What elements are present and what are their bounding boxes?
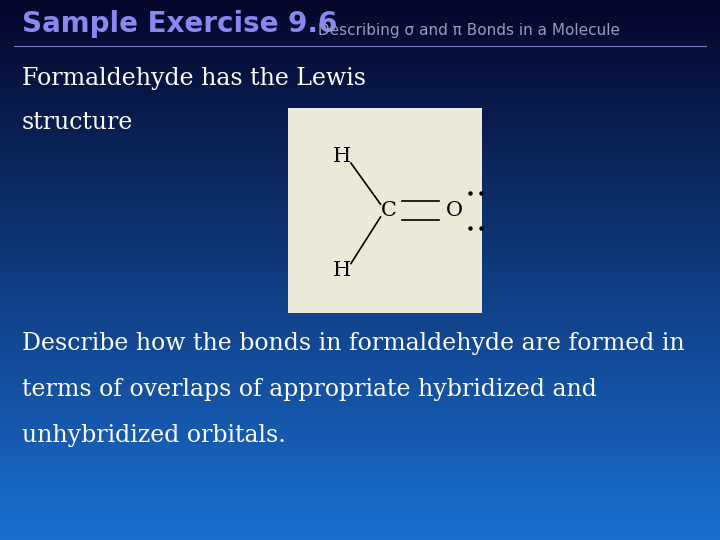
Text: H: H bbox=[333, 147, 351, 166]
Text: unhybridized orbitals.: unhybridized orbitals. bbox=[22, 424, 285, 447]
FancyBboxPatch shape bbox=[288, 108, 482, 313]
Text: H: H bbox=[333, 260, 351, 280]
Text: Describing σ and π Bonds in a Molecule: Describing σ and π Bonds in a Molecule bbox=[313, 23, 620, 38]
Text: Describe how the bonds in formaldehyde are formed in: Describe how the bonds in formaldehyde a… bbox=[22, 332, 684, 355]
Text: Sample Exercise 9.6: Sample Exercise 9.6 bbox=[22, 10, 337, 38]
Text: structure: structure bbox=[22, 111, 133, 134]
Text: Formaldehyde has the Lewis: Formaldehyde has the Lewis bbox=[22, 68, 366, 91]
Text: C: C bbox=[381, 201, 397, 220]
Text: O: O bbox=[446, 201, 462, 220]
Text: terms of overlaps of appropriate hybridized and: terms of overlaps of appropriate hybridi… bbox=[22, 378, 596, 401]
